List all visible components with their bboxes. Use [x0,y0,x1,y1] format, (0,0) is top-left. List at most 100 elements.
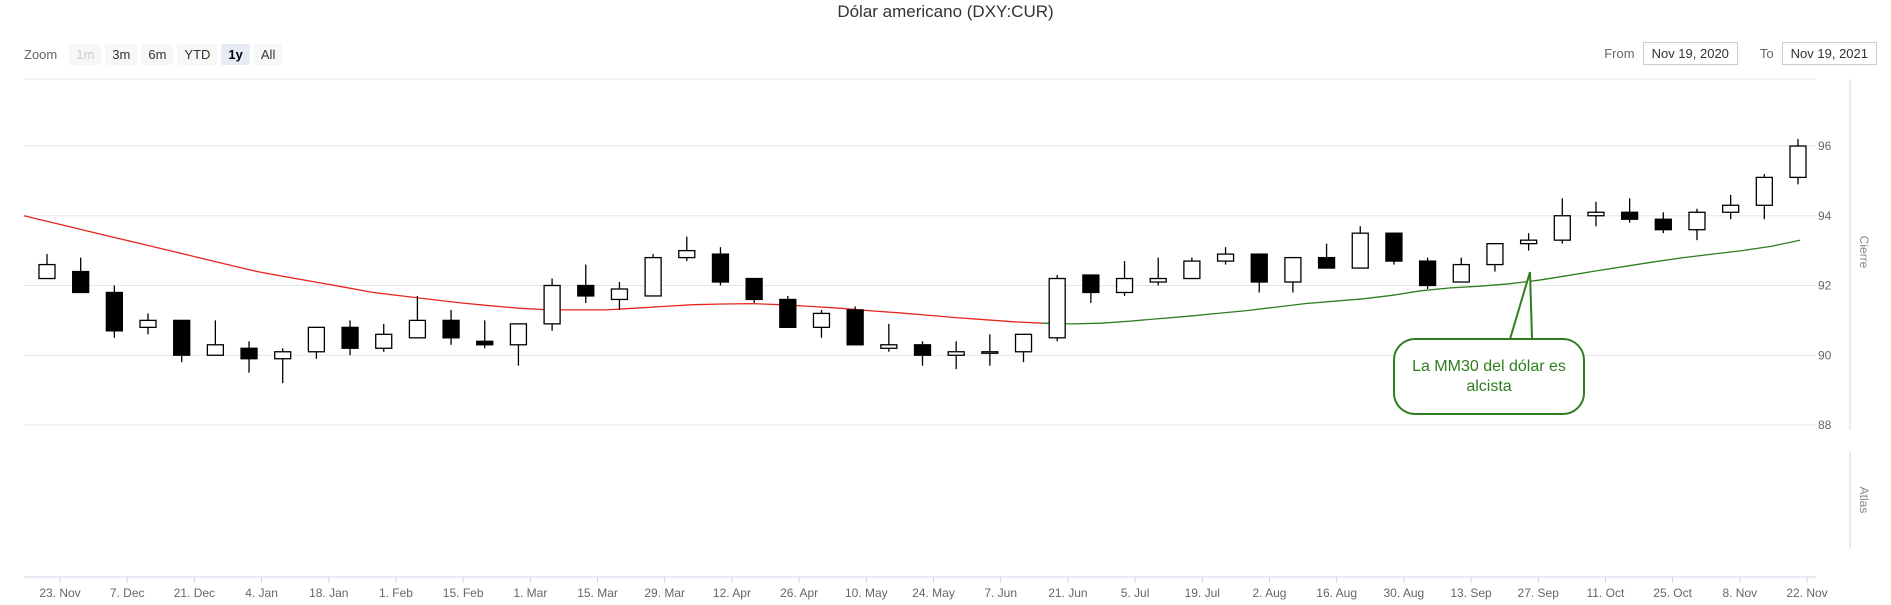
annotation-callout: La MM30 del dólar es alcista [1393,338,1585,415]
candle-up [139,319,157,328]
candle-down [1654,218,1672,231]
navigator-label: Atlas [1857,487,1871,514]
callout-pointer [1509,271,1533,340]
candle-up [1452,263,1470,283]
x-tick-label: 21. Jun [1048,586,1087,600]
candle-down [779,298,797,329]
x-tick-label: 4. Jan [245,586,278,600]
candle-down [240,347,258,360]
candle-down [1317,256,1336,269]
candle-up [812,312,831,328]
y-tick-label: 94 [1818,209,1832,223]
y-tick-label: 88 [1818,418,1832,432]
zoom-1m-button[interactable]: 1m [69,44,102,65]
candle-down [341,326,359,349]
zoom-3m-button[interactable]: 3m [105,44,138,65]
x-tick-label: 25. Oct [1653,586,1692,600]
candle-up [1351,232,1369,269]
x-tick-label: 5. Jul [1121,586,1150,600]
annotation-pointer [1509,271,1533,340]
x-tick-label: 19. Jul [1185,586,1220,600]
candle-up [375,333,393,349]
x-tick-label: 1. Mar [513,586,547,600]
zoom-6m-button[interactable]: 6m [141,44,174,65]
candle-up [644,256,662,297]
candle-down [1385,232,1403,262]
x-tick-label: 15. Feb [443,586,484,600]
candle-down [1250,253,1268,283]
x-tick-label: 22. Nov [1786,586,1827,600]
candle-up [38,263,56,280]
x-tick-label: 7. Jun [984,586,1017,600]
candle-down [1082,274,1100,294]
candle-up [1115,277,1134,294]
zoom-all-button[interactable]: All [253,44,283,65]
moving-average [23,215,1801,325]
x-tick-label: 2. Aug [1252,586,1286,600]
x-tick-label: 26. Apr [780,586,818,600]
x-tick-label: 10. May [845,586,888,600]
y-axis: 88 90 92 94 96 [1818,79,1851,548]
x-tick-label: 29. Mar [644,586,685,600]
candle-up [1519,239,1538,245]
candle-down [72,270,90,294]
x-tick-label: 16. Aug [1316,586,1357,600]
y-axis-title: Cierre [1857,236,1871,269]
candle-up [1587,211,1605,217]
candle-down [476,340,494,346]
zoom-ytd-button[interactable]: YTD [177,44,218,65]
x-tick-label: 15. Mar [577,586,618,600]
zoom-selector: Zoom 1m 3m 6m YTD 1y All [24,44,283,65]
x-tick-label: 23. Nov [39,586,80,600]
candle-up [307,326,326,353]
to-date-input[interactable]: Nov 19, 2021 [1781,42,1877,65]
chart-title: Dólar americano (DXY:CUR) [837,2,1054,21]
x-tick-label: 30. Aug [1383,586,1424,600]
candle-up [1486,242,1504,266]
candle-down [173,319,191,356]
x-tick-label: 12. Apr [713,586,751,600]
x-tick-label: 11. Oct [1587,586,1625,600]
candle-up [1216,253,1235,262]
candle-up [1789,145,1807,179]
candle-up [408,319,427,339]
zoom-1y-button[interactable]: 1y [221,44,250,65]
candle-up [678,249,696,259]
to-label: To [1759,46,1774,61]
candle-up [543,284,561,325]
candle-down [1620,211,1639,220]
date-range: From Nov 19, 2020 To Nov 19, 2021 [1604,42,1877,65]
candle-up [1183,260,1201,280]
ma-line-rising [1042,239,1801,325]
candle-up [981,351,999,354]
candle-up [206,344,225,356]
candle-up [1553,215,1571,241]
candle-up [1688,211,1706,231]
candle-up [1755,176,1773,206]
candle-up [274,351,292,360]
x-tick-label: 1. Feb [379,586,413,600]
x-tick-label: 13. Sep [1450,586,1492,600]
from-label: From [1604,46,1635,61]
candle-down [711,253,730,283]
candle-down [846,309,864,346]
y-tick-label: 96 [1818,139,1832,153]
candle-up [1014,333,1033,353]
candle-up [1048,277,1066,339]
candle-down [913,344,932,356]
x-tick-label: 21. Dec [174,586,215,600]
candle-up [1284,256,1302,283]
x-tick-label: 27. Sep [1518,586,1560,600]
candle-down [577,284,595,297]
candle-down [442,319,460,339]
candle-down [1418,260,1437,287]
candle-up [947,351,965,356]
candle-up [1722,204,1740,213]
x-tick-label: 24. May [912,586,955,600]
from-date-input[interactable]: Nov 19, 2020 [1642,42,1738,65]
zoom-label: Zoom [24,47,58,62]
x-tick-label: 7. Dec [110,586,145,600]
candle-up [1149,277,1167,283]
x-tick-label: 8. Nov [1722,586,1757,600]
